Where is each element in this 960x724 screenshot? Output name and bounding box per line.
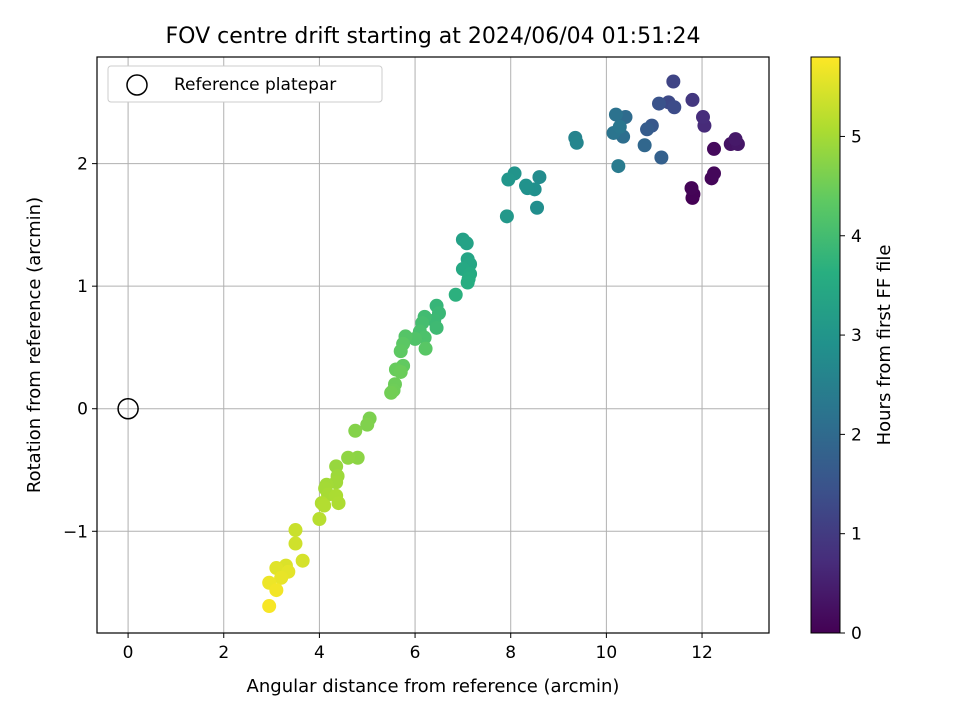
legend-label: Reference platepar (174, 75, 336, 95)
x-tick-label: 4 (314, 643, 325, 663)
plot-frame (96, 56, 770, 634)
colorbar-tick-label: 2 (851, 425, 862, 445)
scatter-point (612, 119, 627, 134)
scatter-point (685, 92, 700, 107)
colorbar-tick-label: 4 (851, 227, 862, 247)
colorbar-ticks: 0 1 2 3 4 5 (840, 127, 862, 644)
x-tick-label: 10 (596, 643, 618, 663)
scatter-point (640, 122, 655, 137)
x-tick-label: 12 (691, 643, 713, 663)
scatter-point (295, 553, 310, 568)
y-tick-label: 2 (77, 155, 88, 175)
x-tick-label: 6 (410, 643, 421, 663)
scatter-point (269, 583, 284, 598)
scatter-point (393, 344, 408, 359)
legend-box (107, 65, 383, 103)
scatter-point (611, 159, 626, 174)
data-points (117, 74, 745, 614)
colorbar-tick-label: 1 (851, 525, 862, 545)
scatter-point (350, 450, 365, 465)
colorbar-tick-label: 3 (851, 326, 862, 346)
scatter-point (429, 320, 444, 335)
scatter-point (384, 385, 399, 400)
colorbar-gradient (810, 56, 841, 634)
grid (97, 57, 769, 633)
legend-marker-open-circle (126, 74, 148, 96)
y-axis-label: Rotation from reference (arcmin) (24, 197, 45, 493)
colorbar-tick-label: 0 (851, 624, 862, 644)
scatter-point (608, 107, 623, 122)
scatter-point (728, 132, 743, 147)
scatter-point (532, 170, 547, 185)
scatter-point (418, 341, 433, 356)
scatter-point (317, 498, 332, 513)
scatter-point (348, 423, 363, 438)
y-tick-label: 0 (77, 400, 88, 420)
scatter-point (654, 150, 669, 165)
scatter-point (393, 364, 408, 379)
y-tick-label: 1 (77, 277, 88, 297)
scatter-point (341, 450, 356, 465)
scatter-point (519, 178, 534, 193)
x-axis-ticks: 0 2 4 6 8 10 12 (123, 633, 713, 663)
scatter-point (331, 496, 346, 511)
scatter-point (666, 74, 681, 89)
scatter-point (460, 275, 475, 290)
colorbar: 0 1 2 3 4 5 Hours from first FF file (810, 56, 895, 644)
scatter-point (499, 209, 514, 224)
x-axis-label: Angular distance from reference (arcmin) (247, 676, 620, 697)
scatter-point (695, 110, 710, 125)
legend: Reference platepar (107, 65, 383, 103)
scatter-point (288, 536, 303, 551)
y-tick-label: −1 (63, 522, 88, 542)
scatter-point (459, 236, 474, 251)
scatter-point (651, 96, 666, 111)
colorbar-label: Hours from first FF file (874, 245, 895, 446)
scatter-point (684, 181, 699, 196)
scatter-point (448, 287, 463, 302)
scatter-point (637, 138, 652, 153)
scatter-point (706, 166, 721, 181)
chart-title: FOV centre drift starting at 2024/06/04 … (166, 24, 701, 49)
colorbar-tick-label: 5 (851, 127, 862, 147)
scatter-point (360, 417, 375, 432)
scatter-point (501, 172, 516, 187)
scatter-point (569, 135, 584, 150)
y-axis-ticks: −1 0 1 2 (63, 155, 97, 542)
x-tick-label: 2 (218, 643, 229, 663)
scatter-point (312, 512, 327, 527)
scatter-point (667, 100, 682, 115)
scatter-point (706, 141, 721, 156)
scatter-point (288, 523, 303, 538)
scatter-point (530, 200, 545, 215)
reference-platepar-marker (117, 397, 139, 420)
scatter-point (262, 599, 277, 614)
scatter-point (274, 570, 289, 585)
x-tick-label: 0 (123, 643, 134, 663)
x-tick-label: 8 (505, 643, 516, 663)
